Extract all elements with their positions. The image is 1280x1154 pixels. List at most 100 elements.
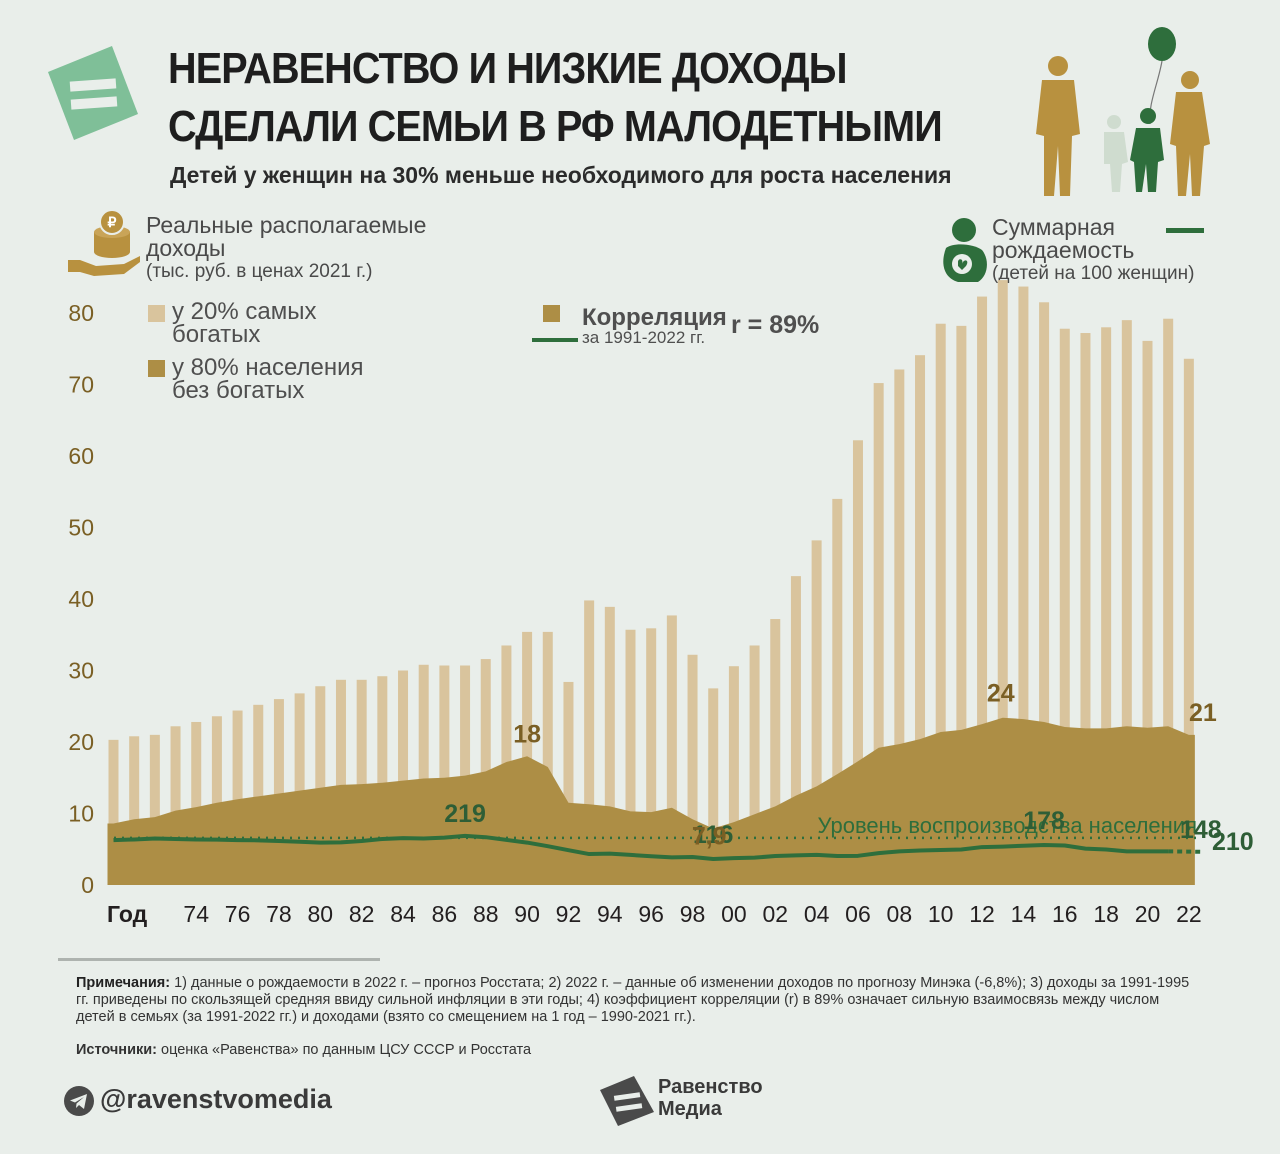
rich-bar bbox=[1039, 302, 1050, 885]
fertility-legend-title: Суммарная рождаемость (детей на 100 женщ… bbox=[992, 216, 1194, 285]
rich-bar bbox=[335, 679, 346, 885]
brand-name: Равенство Медиа bbox=[658, 1076, 763, 1120]
y-tick-label: 30 bbox=[68, 658, 94, 684]
x-tick-label: 20 bbox=[1135, 901, 1161, 927]
income-fertility-chart: Уровень воспроизводства населения 0 10 20 3… bbox=[68, 280, 1254, 927]
rich-bar bbox=[708, 688, 719, 885]
x-tick-label: 12 bbox=[969, 901, 995, 927]
income-title-line-1: Реальные располагаемые bbox=[146, 212, 427, 238]
fertility-unit: (детей на 100 женщин) bbox=[992, 263, 1195, 284]
brand-line-1: Равенство bbox=[658, 1076, 763, 1098]
rich-bar bbox=[646, 628, 657, 885]
rest-legend-line-2: без богатых bbox=[172, 377, 305, 404]
x-tick-label: 74 bbox=[183, 901, 209, 927]
notes-text: 1) данные о рождаемости в 2022 г. – прог… bbox=[76, 975, 1190, 1025]
coins-hand-icon: ₽ bbox=[68, 210, 140, 276]
fertility-title-line-2: рождаемость bbox=[992, 237, 1135, 263]
x-tick-label: 84 bbox=[390, 901, 416, 927]
x-tick-label: 96 bbox=[638, 901, 664, 927]
rich-bar bbox=[377, 676, 388, 885]
y-tick-label: 50 bbox=[68, 515, 94, 541]
income-title-line-2: доходы bbox=[146, 235, 226, 261]
rich-bar bbox=[211, 716, 222, 885]
rich-bar bbox=[852, 440, 863, 885]
title-line-1: НЕРАВЕНСТВО И НИЗКИЕ ДОХОДЫ bbox=[168, 44, 847, 93]
rich-bar bbox=[770, 619, 781, 885]
equals-brand-icon bbox=[600, 1076, 654, 1126]
rich-bar bbox=[1080, 333, 1091, 885]
annotation-label: 178 bbox=[1023, 807, 1065, 835]
rich-bar bbox=[170, 726, 181, 885]
fertility-legend-swatch bbox=[1166, 228, 1204, 233]
rich-bar bbox=[977, 296, 988, 885]
x-tick-label: 76 bbox=[225, 901, 251, 927]
x-tick-label: 80 bbox=[308, 901, 334, 927]
rich-legend-swatch bbox=[148, 305, 165, 322]
sources-label: Источники: bbox=[76, 1042, 157, 1058]
rich-bar bbox=[1183, 358, 1194, 885]
correlation-value: r = 89% bbox=[731, 311, 820, 339]
x-tick-label: 04 bbox=[804, 901, 830, 927]
y-tick-label: 70 bbox=[68, 372, 94, 398]
rich-bar bbox=[625, 629, 636, 885]
annotation-label: 219 bbox=[444, 800, 486, 828]
brand-line-2: Медиа bbox=[658, 1098, 722, 1120]
rich-bar bbox=[894, 369, 905, 885]
correlation-title: Корреляция bbox=[582, 304, 727, 331]
rich-bar bbox=[811, 540, 822, 885]
y-tick-label: 10 bbox=[68, 801, 94, 827]
x-axis-ticks: 74 76 78 80 82 84 86 88 90 92 94 96 98 00 02 04 06 08 10 12… bbox=[183, 901, 1201, 927]
mother-baby-icon bbox=[943, 218, 987, 282]
rich-bars bbox=[108, 280, 1194, 886]
telegram-handle[interactable]: @ravenstvomedia bbox=[100, 1084, 332, 1114]
rich-bar bbox=[790, 576, 801, 885]
equals-logo-icon bbox=[48, 46, 138, 140]
title-line-2: СДЕЛАЛИ СЕМЬИ В РФ МАЛОДЕТНЫМИ bbox=[168, 102, 943, 151]
rest-legend-label: у 80% населения без богатых bbox=[172, 356, 364, 404]
annotation-label: 148 bbox=[1180, 816, 1222, 844]
rich-bar bbox=[873, 383, 884, 885]
x-tick-label: 16 bbox=[1052, 901, 1078, 927]
reproduction-level-label: Уровень воспроизводства населения bbox=[818, 813, 1198, 838]
y-tick-label: 60 bbox=[68, 443, 94, 469]
rich-bar bbox=[1121, 320, 1132, 885]
x-tick-label: 98 bbox=[680, 901, 706, 927]
rich-bar bbox=[1163, 318, 1174, 886]
y-tick-label: 80 bbox=[68, 300, 94, 326]
notes-label: Примечания: bbox=[76, 975, 171, 991]
rich-bar bbox=[149, 734, 160, 885]
x-tick-label: 00 bbox=[721, 901, 747, 927]
rich-bar bbox=[356, 679, 367, 885]
x-tick-label: 92 bbox=[556, 901, 582, 927]
rest-income-area bbox=[107, 717, 1195, 885]
year-axis-label: Год bbox=[107, 901, 148, 927]
rest-legend-swatch bbox=[148, 360, 165, 377]
telegram-icon[interactable] bbox=[64, 1086, 94, 1116]
x-tick-label: 10 bbox=[928, 901, 954, 927]
rich-bar bbox=[1018, 286, 1029, 885]
fertility-title-line-1: Суммарная bbox=[992, 214, 1116, 240]
page-title: НЕРАВЕНСТВО И НИЗКИЕ ДОХОДЫ СДЕЛАЛИ СЕМЬ… bbox=[168, 40, 943, 156]
rich-bar bbox=[108, 739, 119, 885]
family-balloon-icon bbox=[1036, 27, 1210, 196]
y-tick-label: 0 bbox=[81, 872, 94, 898]
rich-legend-label: у 20% самых богатых bbox=[172, 298, 317, 348]
rich-bar bbox=[1059, 328, 1070, 886]
x-tick-label: 18 bbox=[1093, 901, 1119, 927]
correlation-period: за 1991-2022 гг. bbox=[582, 328, 706, 347]
rich-bar bbox=[728, 666, 739, 885]
rich-bar bbox=[253, 704, 264, 885]
rich-legend-line-1: у 20% самых bbox=[172, 298, 317, 325]
rich-bar bbox=[832, 498, 843, 885]
sources-text: оценка «Равенства» по данным ЦСУ СССР и … bbox=[156, 1042, 532, 1058]
sources: Источники: оценка «Равенства» по данным … bbox=[76, 1042, 531, 1058]
income-unit: (тыс. руб. в ценах 2021 г.) bbox=[146, 261, 373, 282]
income-legend-title: Реальные располагаемые доходы (тыс. руб.… bbox=[146, 214, 426, 283]
x-tick-label: 88 bbox=[473, 901, 499, 927]
x-tick-label: 14 bbox=[1011, 901, 1037, 927]
rich-legend-line-2: богатых bbox=[172, 321, 261, 348]
rich-bar bbox=[915, 355, 926, 885]
rich-bar bbox=[1101, 327, 1112, 885]
rich-bar bbox=[315, 686, 326, 885]
rich-bar bbox=[439, 665, 450, 885]
